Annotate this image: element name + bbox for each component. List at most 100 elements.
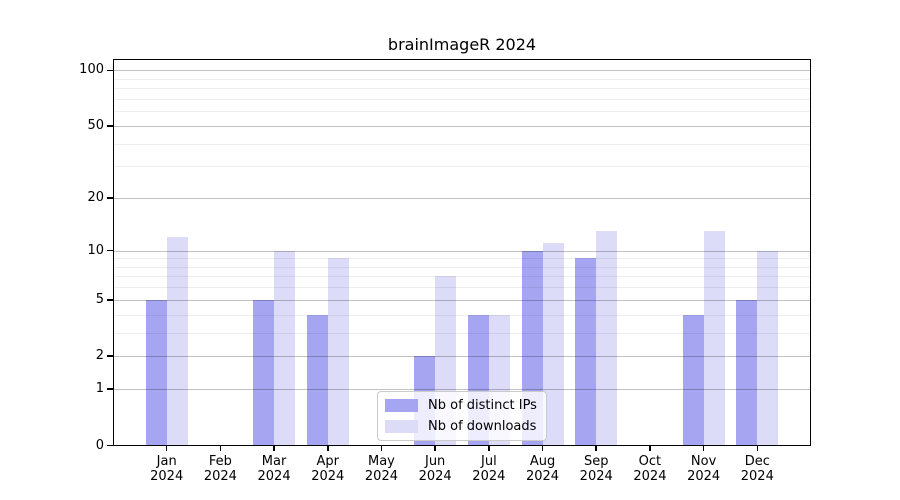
x-tick-label-year: 2024 — [150, 469, 184, 484]
x-tick-label-dec: Dec 2024 — [725, 454, 789, 484]
bar-distinct-ips-jan — [145, 299, 167, 446]
x-tick-label-year: 2024 — [418, 469, 452, 484]
y-tick-label-0: 0 — [95, 437, 104, 453]
x-tick-mark-dec — [756, 446, 759, 451]
bar-downloads-dec — [757, 250, 779, 446]
x-tick-label-sep: Sep 2024 — [564, 454, 628, 484]
x-tick-label-month: Feb — [208, 454, 232, 469]
chart-title: brainImageR 2024 — [387, 35, 537, 54]
x-tick-label-month: Jun — [424, 454, 446, 469]
chart-legend: Nb of distinct IPs Nb of downloads — [377, 391, 547, 441]
grid-layer — [113, 59, 811, 446]
y-tick-mark-5 — [107, 299, 113, 301]
legend-label-downloads: Nb of downloads — [428, 419, 537, 434]
x-tick-label-jun: Jun 2024 — [403, 454, 467, 484]
x-tick-label-year: 2024 — [257, 469, 291, 484]
gridline-minor-30 — [113, 166, 811, 168]
x-tick-mark-nov — [702, 446, 705, 451]
gridline-minor-60 — [113, 111, 811, 113]
plot-area: Nb of distinct IPs Nb of downloads — [113, 59, 811, 446]
bar-downloads-jan — [166, 236, 188, 446]
gridline-minor-9 — [113, 258, 811, 260]
x-tick-label-month: Jul — [481, 454, 497, 469]
x-tick-label-month: Oct — [638, 454, 662, 469]
y-tick-mark-1 — [107, 388, 113, 390]
x-tick-mark-may — [380, 446, 383, 451]
bar-distinct-ips-nov — [682, 314, 704, 446]
x-tick-label-year: 2024 — [740, 469, 774, 484]
bar-distinct-ips-apr — [306, 314, 328, 446]
gridline-minor-4 — [113, 314, 811, 316]
x-tick-label-year: 2024 — [687, 469, 721, 484]
x-tick-label-month: May — [368, 454, 395, 469]
y-tick-label-5: 5 — [95, 291, 104, 307]
x-tick-label-year: 2024 — [579, 469, 613, 484]
legend-swatch-distinct-ips — [385, 399, 418, 412]
x-tick-label-year: 2024 — [525, 469, 560, 484]
legend-entry-downloads: Nb of downloads — [385, 418, 537, 435]
x-tick-label-year: 2024 — [633, 469, 667, 484]
x-tick-label-jan: Jan 2024 — [135, 454, 199, 484]
x-tick-label-jul: Jul 2024 — [457, 454, 521, 484]
x-tick-label-month: Mar — [261, 454, 287, 469]
y-tick-label-1: 1 — [95, 381, 104, 397]
legend-swatch-downloads — [385, 420, 418, 433]
y-tick-label-10: 10 — [87, 242, 104, 258]
x-tick-label-nov: Nov 2024 — [672, 454, 736, 484]
x-tick-mark-jan — [165, 446, 168, 451]
gridline-major-100 — [113, 70, 811, 72]
x-tick-label-feb: Feb 2024 — [188, 454, 252, 484]
y-tick-mark-10 — [107, 249, 113, 252]
x-tick-label-month: Aug — [529, 454, 556, 469]
bar-distinct-ips-dec — [736, 299, 758, 446]
bar-downloads-aug — [542, 243, 564, 446]
x-tick-mark-feb — [219, 446, 222, 451]
y-tick-label-100: 100 — [79, 62, 104, 78]
gridline-major-10 — [113, 250, 811, 252]
x-tick-mark-oct — [649, 446, 651, 451]
bar-distinct-ips-sep — [575, 258, 597, 446]
x-tick-label-year: 2024 — [472, 469, 506, 484]
gridline-minor-70 — [113, 98, 811, 100]
gridline-minor-90 — [113, 78, 811, 80]
y-tick-mark-50 — [107, 125, 113, 127]
y-tick-mark-20 — [107, 197, 113, 199]
x-tick-label-month: Jan — [156, 454, 177, 469]
x-tick-mark-apr — [327, 446, 329, 451]
x-tick-label-month: Nov — [690, 454, 717, 469]
bar-distinct-ips-mar — [253, 299, 275, 446]
bar-downloads-sep — [596, 230, 618, 446]
gridline-minor-3 — [113, 332, 811, 334]
legend-label-distinct-ips: Nb of distinct IPs — [428, 398, 537, 413]
x-tick-label-month: Apr — [316, 454, 340, 469]
legend-entry-distinct-ips: Nb of distinct IPs — [385, 397, 537, 414]
gridline-major-20 — [113, 197, 811, 199]
y-tick-label-20: 20 — [87, 189, 104, 205]
y-tick-label-2: 2 — [95, 348, 104, 364]
x-tick-label-month: Sep — [583, 454, 609, 469]
gridline-minor-40 — [113, 143, 811, 145]
gridline-minor-80 — [113, 88, 811, 90]
gridline-major-1 — [113, 389, 811, 391]
x-tick-label-month: Dec — [744, 454, 770, 469]
y-tick-mark-0 — [107, 444, 113, 447]
bar-downloads-nov — [703, 230, 725, 446]
x-tick-label-aug: Aug 2024 — [511, 454, 575, 484]
gridline-major-5 — [113, 299, 811, 301]
x-tick-label-oct: Oct 2024 — [618, 454, 682, 484]
x-tick-label-apr: Apr 2024 — [296, 454, 360, 484]
x-tick-mark-sep — [595, 446, 597, 451]
x-tick-mark-jun — [434, 446, 436, 451]
x-tick-mark-mar — [273, 446, 275, 451]
x-tick-label-mar: Mar 2024 — [242, 454, 306, 484]
bar-downloads-apr — [327, 258, 349, 446]
gridline-minor-8 — [113, 266, 811, 268]
gridline-minor-7 — [113, 276, 811, 278]
y-tick-mark-2 — [107, 355, 113, 357]
x-tick-mark-jul — [488, 446, 490, 451]
bar-downloads-mar — [274, 250, 296, 446]
gridline-minor-6 — [113, 287, 811, 289]
gridline-major-2 — [113, 356, 811, 358]
y-tick-label-50: 50 — [87, 117, 104, 133]
